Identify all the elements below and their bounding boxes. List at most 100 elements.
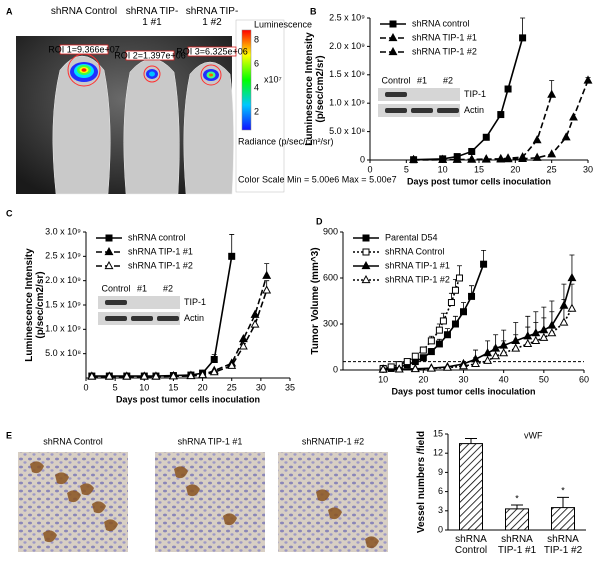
- marker: [104, 246, 114, 256]
- marker: [518, 153, 528, 162]
- marker: [210, 356, 218, 364]
- x-axis-label: Days post tumor cells inoculation: [407, 176, 551, 186]
- x-tick-label: 25: [227, 382, 237, 392]
- marker: [467, 154, 477, 163]
- marker: [523, 338, 533, 348]
- y-tick-label: 2.0 x 10⁹: [45, 275, 81, 285]
- color-bar-tick: 6: [254, 58, 259, 68]
- marker: [87, 371, 97, 380]
- y-tick-label: 6: [438, 486, 443, 496]
- stained-vessel: [365, 536, 379, 549]
- y-axis-label: Luminescence Intensity (p/sec/cm2/sr): [304, 32, 326, 146]
- y-axis-label: Luminescence Intensity (p/sec/cm2/sr): [24, 248, 46, 362]
- marker: [503, 154, 513, 163]
- stained-vessel: [104, 519, 118, 532]
- roi-label: ROI 3=6.325e+06: [176, 46, 248, 56]
- stained-vessel: [80, 483, 94, 496]
- y-tick-label: 1.0 x 10⁹: [45, 324, 81, 334]
- blot-lane: #1: [417, 75, 427, 85]
- y-tick-label: 900: [323, 226, 338, 236]
- color-bar-title: Luminescence: [254, 19, 312, 29]
- stained-vessel: [67, 490, 81, 503]
- marker: [452, 154, 462, 163]
- x-tick-label: 20: [198, 382, 208, 392]
- y-tick-label: 2.5 x 10⁹: [45, 251, 81, 261]
- marker: [410, 364, 420, 373]
- panel-label: A: [6, 6, 13, 16]
- marker: [411, 352, 419, 360]
- bar: [551, 507, 575, 531]
- blot-row-label: Actin: [464, 105, 484, 115]
- group-label: shRNA TIP-1 #2: [185, 6, 239, 28]
- error-bar: [465, 437, 477, 444]
- x-tick-label: shRNA TIP-1 #1: [497, 534, 537, 556]
- panel-label: C: [6, 208, 13, 218]
- y-tick-label: 3.0 x 10⁹: [45, 226, 81, 236]
- marker: [238, 334, 248, 343]
- marker: [567, 303, 577, 312]
- color-bar-frame: [235, 19, 285, 193]
- marker: [394, 364, 404, 373]
- color-bar-exponent: x10⁷: [264, 74, 282, 84]
- marker: [186, 371, 196, 380]
- marker: [438, 154, 448, 163]
- marker: [561, 132, 571, 141]
- color-bar-unit: Radiance (p/sec/cm²/sr): [238, 136, 334, 146]
- marker: [388, 46, 398, 56]
- x-tick-label: 5: [404, 164, 409, 174]
- marker: [122, 371, 132, 380]
- marker: [511, 343, 521, 352]
- marker: [483, 355, 493, 364]
- x-tick-label: 15: [168, 382, 178, 392]
- x-tick-label: 10: [139, 382, 149, 392]
- legend-label: shRNA Control: [385, 246, 445, 256]
- x-tick-label: 15: [474, 164, 484, 174]
- legend-label: shRNA TIP-1 #1: [385, 260, 450, 270]
- x-tick-label: 10: [438, 164, 448, 174]
- marker: [447, 299, 455, 307]
- panel-label: B: [310, 6, 317, 16]
- blot-band: [411, 108, 433, 113]
- stained-vessel: [223, 513, 237, 526]
- blot-row-label: TIP-1: [464, 89, 486, 99]
- x-tick-label: 0: [367, 164, 372, 174]
- marker: [389, 20, 397, 28]
- marker: [439, 317, 447, 325]
- marker: [547, 328, 557, 337]
- marker: [362, 248, 370, 256]
- legend-label: shRNA TIP-1 #1: [412, 32, 477, 42]
- marker: [227, 360, 237, 369]
- legend-label: shRNA control: [412, 18, 470, 28]
- y-axis-label: Vessel numbers /field: [416, 430, 427, 534]
- series-line: [383, 308, 573, 371]
- x-tick-label: 60: [579, 374, 589, 384]
- marker: [105, 234, 113, 242]
- marker: [497, 111, 505, 119]
- marker: [378, 364, 388, 373]
- marker: [409, 154, 419, 163]
- legend-label: shRNA TIP-1 #2: [385, 274, 450, 284]
- blot-lane: #1: [137, 283, 147, 293]
- marker: [567, 272, 577, 282]
- y-axis-label: Tumor Volume (mm^3): [310, 247, 321, 355]
- significance-mark: *: [515, 493, 519, 503]
- stained-vessel: [316, 489, 330, 502]
- y-tick-label: 1.5 x 10⁹: [329, 69, 365, 79]
- group-label: shRNA Control: [50, 6, 118, 17]
- roi-box: [125, 50, 175, 61]
- color-bar-scale: Color Scale Min = 5.00e6 Max = 5.00e7: [238, 174, 397, 184]
- marker: [496, 154, 506, 163]
- blot-row-label: Actin: [184, 313, 204, 323]
- legend-label: shRNA TIP-1 #2: [128, 260, 193, 270]
- roi-label: ROI 1=9.366e+07: [48, 44, 120, 54]
- blot-band: [131, 316, 153, 321]
- legend-label: shRNA control: [128, 232, 186, 242]
- marker: [419, 346, 427, 354]
- marker: [250, 319, 260, 328]
- y-tick-label: 1.0 x 10⁹: [329, 98, 365, 108]
- legend-label: Parental D54: [385, 232, 438, 242]
- image-label: shRNA Control: [43, 436, 103, 446]
- x-tick-label: 30: [458, 374, 468, 384]
- marker: [209, 367, 219, 376]
